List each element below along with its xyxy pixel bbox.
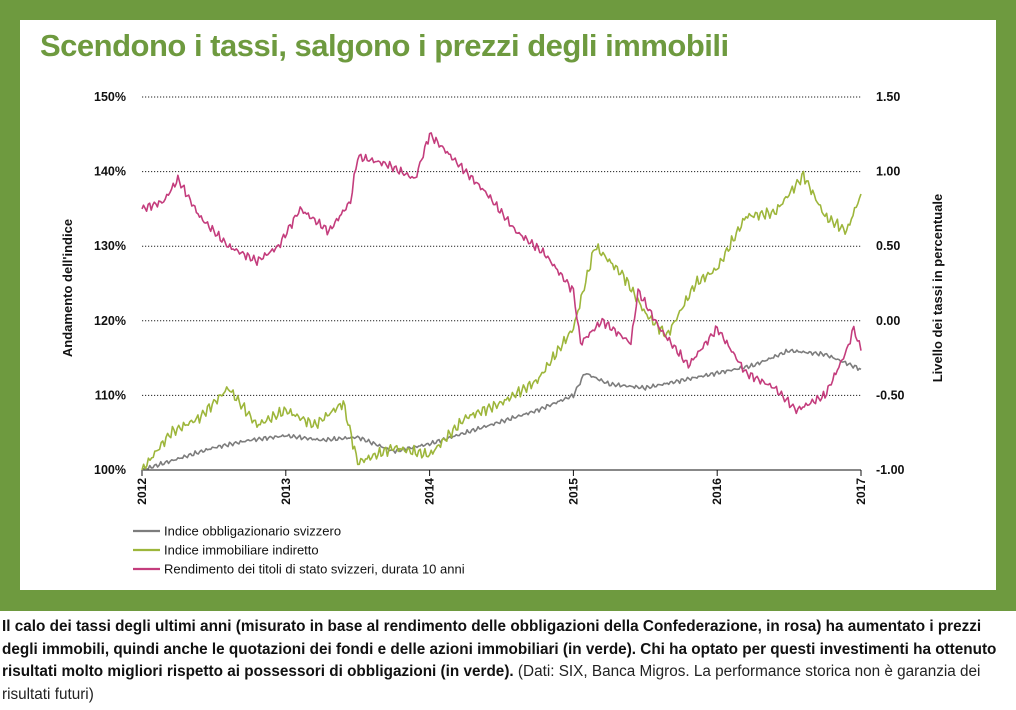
y-tick-label-right: 0.00 xyxy=(876,314,900,328)
x-tick-label: 2017 xyxy=(854,478,868,505)
legend-label: Indice immobiliare indiretto xyxy=(164,543,319,558)
series-line xyxy=(141,132,862,415)
y-tick-label-right: 1.00 xyxy=(876,165,900,179)
y-tick-label-right: 0.50 xyxy=(876,239,900,253)
y-tick-label-right: 1.50 xyxy=(876,90,900,104)
chart-panel xyxy=(20,20,996,590)
y-tick-label-left: 130% xyxy=(94,239,126,253)
y-tick-label-right: -1.00 xyxy=(876,463,905,477)
x-tick-label: 2016 xyxy=(710,478,724,505)
x-tick-label: 2015 xyxy=(566,478,580,505)
y-axis-title-right: Livello dei tassi in percentuale xyxy=(930,194,945,383)
y-tick-label-left: 150% xyxy=(94,90,126,104)
caption-note: (Dati: SIX, Banca Migros. La performance… xyxy=(2,663,981,703)
line-chart: 100% -1.00 110% -0.50 120% 0.00 130% 0.50 140% 1.… xyxy=(60,90,945,577)
legend-label: Indice obbligazionario svizzero xyxy=(164,524,341,539)
y-tick-label-left: 100% xyxy=(94,463,126,477)
y-tick-label-left: 140% xyxy=(94,165,126,179)
x-tick-label: 2012 xyxy=(135,478,149,505)
y-tick-label-left: 110% xyxy=(95,388,126,402)
caption-main: Il calo dei tassi degli ultimi anni (mis… xyxy=(2,618,997,680)
x-tick-label: 2013 xyxy=(279,478,293,505)
x-tick-label: 2014 xyxy=(423,478,437,505)
series-line xyxy=(141,170,862,471)
y-tick-label-right: -0.50 xyxy=(876,388,905,402)
chart-title: Scendono i tassi, salgono i prezzi degli… xyxy=(40,28,729,63)
y-axis-title-left: Andamento dell'indice xyxy=(60,219,75,357)
legend-label: Rendimento dei titoli di stato svizzeri,… xyxy=(164,562,465,577)
figure-caption: Il calo dei tassi degli ultimi anni (mis… xyxy=(2,616,1002,706)
series-line xyxy=(141,348,862,471)
y-tick-label-left: 120% xyxy=(94,314,126,328)
